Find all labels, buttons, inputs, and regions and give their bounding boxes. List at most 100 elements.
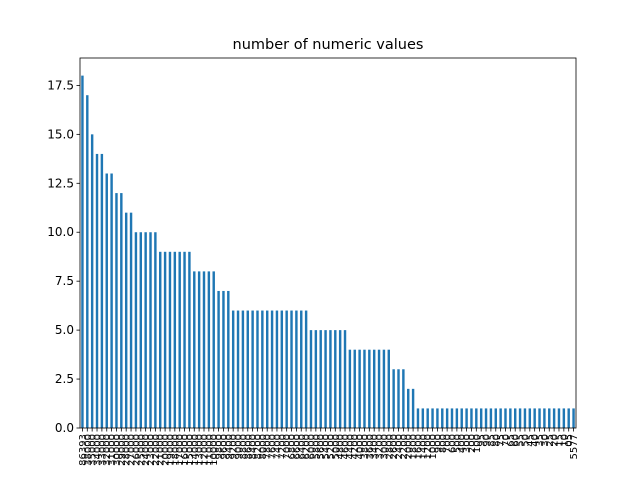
x-tick-label: 100 [472, 434, 483, 453]
x-tick-label: 4600 [341, 434, 352, 459]
bar [484, 408, 488, 428]
x-tick-label: 7200 [277, 434, 288, 459]
x-tick-label: 8400 [248, 434, 259, 459]
x-tick-label: 4400 [345, 434, 356, 459]
x-tick-label: 35 [535, 434, 546, 447]
x-tick-label: 3400 [370, 434, 381, 459]
x-tick-label: 3600 [365, 434, 376, 459]
bar [280, 310, 284, 428]
bar [387, 349, 390, 428]
bar [319, 330, 322, 428]
x-tick-label: 17000 [175, 434, 186, 466]
x-tick-label: 13000 [195, 434, 206, 466]
x-tick-label: 2200 [399, 434, 410, 459]
bar [168, 251, 172, 428]
bar [295, 310, 298, 428]
bar [397, 369, 400, 428]
bar [445, 408, 449, 428]
x-tick-label: 8600 [243, 434, 254, 459]
x-tick-label: 75 [496, 434, 507, 447]
bar [548, 408, 551, 428]
bar [173, 251, 177, 428]
x-tick-label: 4200 [350, 434, 361, 459]
x-tick-label: 5577 [569, 434, 580, 459]
bar [358, 349, 361, 428]
x-tick-label: 7400 [272, 434, 283, 459]
x-tick-label: 25 [545, 434, 556, 447]
bar [300, 310, 303, 428]
bar [514, 408, 517, 428]
bar [441, 408, 444, 428]
bar [212, 271, 215, 428]
bar [329, 330, 332, 428]
x-tick-label: 1800 [409, 434, 420, 459]
bar [528, 408, 532, 428]
bar [86, 95, 89, 428]
bar [188, 251, 191, 428]
bar [455, 408, 459, 428]
x-tick-label: 2400 [394, 434, 405, 459]
bar [431, 408, 434, 428]
y-tick-label: 10.0 [47, 225, 74, 239]
x-tick-label: 12000 [200, 434, 211, 466]
x-tick-label: 23000 [146, 434, 157, 466]
x-tick-label: 9800 [214, 434, 225, 459]
bar [470, 408, 473, 428]
bar [105, 173, 108, 428]
bar [139, 232, 142, 428]
x-tick-label: 9400 [224, 434, 235, 459]
bar [222, 290, 225, 428]
bar [518, 408, 522, 428]
bar [217, 290, 220, 428]
bar [436, 408, 439, 428]
x-tick-label: 22000 [151, 434, 162, 466]
bar [100, 153, 104, 428]
x-tick-label: 30000 [112, 434, 123, 466]
y-tick-label: 7.5 [55, 274, 74, 288]
bar [538, 408, 541, 428]
bar [353, 349, 356, 428]
bar [207, 271, 211, 428]
x-tick-label: 5200 [326, 434, 337, 459]
x-tick-label: 2600 [389, 434, 400, 459]
bar [241, 310, 245, 428]
x-tick-label: 1400 [418, 434, 429, 459]
bar [202, 271, 206, 428]
bar [421, 408, 425, 428]
bar [368, 349, 371, 428]
bar [149, 232, 152, 428]
bar [460, 408, 463, 428]
x-tick-label: 10 [559, 434, 570, 447]
x-tick-label: 5800 [311, 434, 322, 459]
x-tick-label: 95 [477, 434, 488, 447]
bar [509, 408, 512, 428]
bar [557, 408, 561, 428]
bar [134, 232, 138, 428]
x-tick-label: 9200 [229, 434, 240, 459]
bar [261, 310, 264, 428]
bar [129, 212, 133, 428]
y-tick-label: 5.0 [55, 323, 74, 337]
x-tick-label: 200 [467, 434, 478, 453]
bar [266, 310, 269, 428]
bar [246, 310, 249, 428]
bar [382, 349, 386, 428]
bar [120, 193, 123, 428]
bar [372, 349, 376, 428]
bar [178, 251, 181, 428]
y-tick-label: 15.0 [47, 127, 74, 141]
x-tick-label: 3800 [360, 434, 371, 459]
x-tick-label: 5400 [321, 434, 332, 459]
x-tick-label: 9000 [234, 434, 245, 459]
bar [572, 408, 575, 428]
x-tick-label: 40 [530, 434, 541, 447]
bar [197, 271, 201, 428]
x-tick-label: 6000 [306, 434, 317, 459]
x-tick-label: 900 [433, 434, 444, 453]
x-tick-label: 11000 [204, 434, 215, 466]
bar [90, 134, 94, 428]
y-tick-label: 0.0 [55, 421, 74, 435]
bar [543, 408, 546, 428]
